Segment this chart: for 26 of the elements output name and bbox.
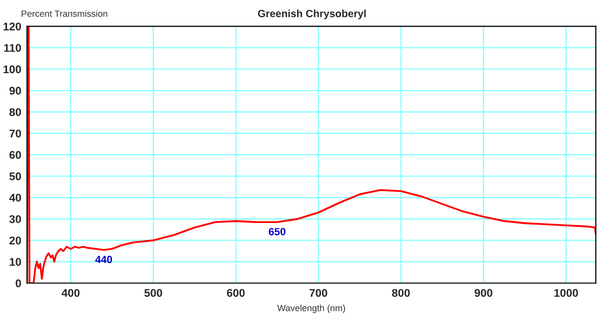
y-tick-label: 20 [9, 236, 21, 244]
y-tick-label: 80 [9, 108, 21, 116]
x-axis-title: Wavelength (nm) [277, 304, 346, 314]
x-tick-label: 1000 [554, 288, 578, 297]
x-tick-label: 500 [144, 288, 162, 297]
y-tick-label: 30 [9, 215, 21, 224]
y-tick-label: 70 [10, 130, 21, 138]
x-tick-label: 900 [474, 288, 492, 297]
line-series [27, 26, 596, 284]
y-tick-label: 100 [4, 65, 21, 74]
y-tick-label: 90 [9, 86, 21, 95]
y-tick-label: 110 [4, 44, 21, 52]
y-tick-label: 50 [9, 172, 21, 180]
x-tick-label: 700 [310, 288, 328, 297]
y-tick-label: 0 [16, 279, 21, 288]
y-tick-label: 40 [9, 194, 21, 202]
annotation: 440 [95, 256, 112, 264]
y-tick-label: 60 [9, 150, 21, 159]
chart-title: Greenish Chrysoberyl [258, 10, 366, 20]
y-tick-label: 120 [4, 22, 21, 30]
x-tick-label: 600 [227, 288, 245, 297]
x-tick-label: 400 [62, 288, 80, 297]
annotation: 650 [268, 228, 286, 236]
y-tick-label: 10 [10, 258, 21, 266]
y-axis-title: Percent Transmission [22, 10, 108, 17]
x-tick-label: 800 [392, 288, 410, 297]
